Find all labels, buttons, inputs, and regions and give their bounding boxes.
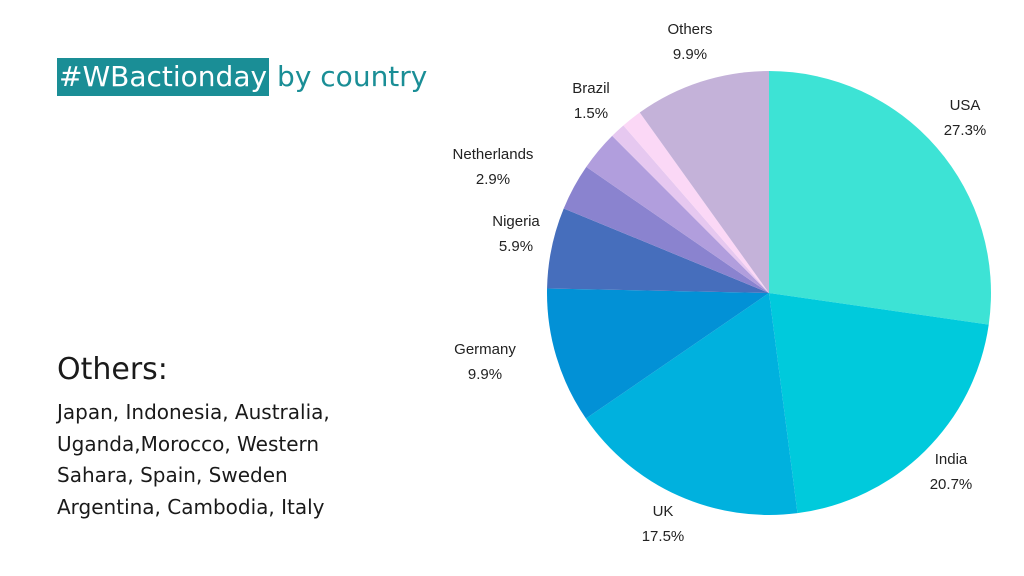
slice-label: UK <box>653 503 674 520</box>
pie-slice-india <box>769 293 989 514</box>
others-line: Argentina, Cambodia, Italy <box>57 494 325 519</box>
others-heading: Others: <box>57 352 168 387</box>
others-line: Japan, Indonesia, Australia, <box>57 400 330 424</box>
slice-value-label: 9.9% <box>673 46 707 63</box>
slice-label: USA <box>950 97 981 114</box>
pie-slice-brazil <box>623 112 769 293</box>
slice-label: Netherlands <box>453 146 534 163</box>
pie-slice-usa <box>769 71 991 325</box>
others-line: Sahara, Spain, Sweden <box>57 463 288 487</box>
title-rest: by country <box>277 60 428 93</box>
slice-value-label: 1.5% <box>574 105 608 122</box>
pie-slice-unlabeled-7 <box>612 125 769 293</box>
chart-title: #WBactionday by country <box>57 58 427 96</box>
pie-slice-nigeria <box>547 208 769 293</box>
pie-slice-unlabeled-5 <box>563 166 769 293</box>
title-hashtag: #WBactionday <box>57 58 270 96</box>
others-line: Uganda,Morocco, Western <box>57 431 320 456</box>
pie-slice-uk <box>585 293 798 515</box>
slice-value-label: 27.3% <box>944 122 987 139</box>
slice-label: Germany <box>454 341 516 358</box>
slice-label: India <box>935 451 968 468</box>
pie-slice-germany <box>547 288 769 419</box>
pie-slice-others <box>639 71 769 293</box>
slice-label: Others <box>667 21 712 38</box>
slice-label: Nigeria <box>492 213 540 230</box>
slice-value-label: 9.9% <box>468 366 502 383</box>
slice-value-label: 17.5% <box>642 528 685 545</box>
slice-value-label: 5.9% <box>499 238 533 255</box>
others-list: Japan, Indonesia, Australia, Uganda,Moro… <box>57 397 367 523</box>
slice-label: Brazil <box>572 80 610 97</box>
pie-slice-netherlands <box>586 135 769 293</box>
slice-value-label: 2.9% <box>476 171 510 188</box>
slice-value-label: 20.7% <box>930 476 973 493</box>
